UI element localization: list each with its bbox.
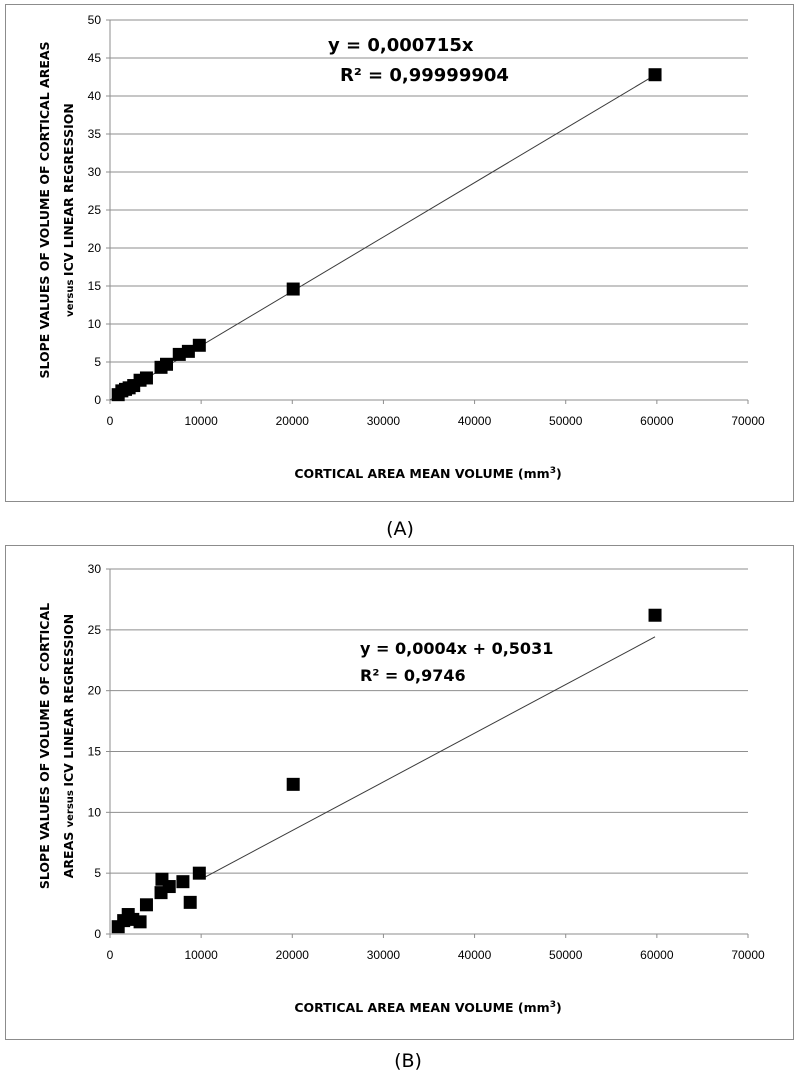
chart-a-x-tick-label: 40000 [458, 414, 492, 428]
chart-a-x-tick-label: 50000 [549, 414, 583, 428]
chart-a-frame [5, 4, 794, 502]
chart-a-x-tick-label: 10000 [184, 414, 218, 428]
chart-b-x-tick-label: 40000 [458, 948, 492, 962]
chart-a-r-squared: R² = 0,99999904 [340, 65, 509, 86]
chart-a-y-tick-label: 20 [88, 241, 102, 255]
chart-a-x-tick-label: 60000 [640, 414, 674, 428]
chart-b-y-tick-label: 25 [88, 623, 102, 637]
chart-b-data-point [162, 880, 176, 894]
chart-a-data-point [286, 282, 300, 296]
chart-b-x-axis-title: CORTICAL AREA MEAN VOLUME (mm3) [294, 1000, 561, 1015]
chart-b-trendline-equation: y = 0,0004x + 0,5031 [360, 639, 553, 658]
chart-b-y-tick-label: 30 [88, 562, 102, 576]
chart-b-data-point [139, 898, 153, 912]
chart-b-y-axis-title-line2: AREAS versus ICV LINEAR REGRESSION [61, 614, 76, 879]
chart-b-data-point [133, 915, 147, 929]
chart-a-y-tick-label: 45 [88, 51, 102, 65]
chart-a-x-axis-title: CORTICAL AREA MEAN VOLUME (mm3) [294, 466, 561, 481]
chart-a-data-point [648, 68, 662, 82]
chart-b-group: 0 5 10 15 20 25 30 0 10000 20000 30000 40000 50000 60… [37, 562, 765, 1015]
chart-b-x-tick-label: 20000 [276, 948, 310, 962]
chart-a-data-point [192, 338, 206, 352]
chart-a-y-tick-label: 5 [94, 355, 101, 369]
chart-a-y-axis-title-line2: versus ICV LINEAR REGRESSION [61, 103, 76, 317]
panel-a-caption: (A) [386, 518, 414, 540]
chart-a-x-tick-label: 30000 [367, 414, 401, 428]
chart-b-trendline [200, 636, 656, 880]
chart-a-y-tick-label: 25 [88, 203, 102, 217]
chart-a-group: 0 5 10 15 20 25 30 35 40 45 50 0 10000 20000 30000 4000… [37, 13, 765, 481]
chart-b-y-tick-label: 0 [94, 927, 101, 941]
chart-a-x-tick-label: 70000 [731, 414, 765, 428]
chart-a-y-tick-label: 0 [94, 393, 101, 407]
chart-a-x-tick-label: 0 [107, 414, 114, 428]
chart-a-y-tick-label: 40 [88, 89, 102, 103]
chart-b-y-tick-label: 5 [94, 866, 101, 880]
chart-a-y-tick-label: 50 [88, 13, 102, 27]
chart-b-x-tick-label: 50000 [549, 948, 583, 962]
chart-a-y-tick-label: 35 [88, 127, 102, 141]
chart-b-data-point [176, 875, 190, 889]
chart-a-data-point [181, 344, 195, 358]
chart-b-data-point [192, 866, 206, 880]
chart-b-data-point [286, 777, 300, 791]
chart-a-y-tick-label: 15 [88, 279, 102, 293]
chart-b-x-tick-label: 30000 [367, 948, 401, 962]
chart-b-x-tick-label: 70000 [731, 948, 765, 962]
chart-b-x-tick-label: 0 [107, 948, 114, 962]
chart-a-trendline-equation: y = 0,000715x [328, 35, 474, 56]
chart-a-data-point [139, 371, 153, 385]
chart-b-x-tick-label: 10000 [184, 948, 218, 962]
chart-b-y-axis-title-line1: SLOPE VALUES OF VOLUME OF CORTICAL [37, 603, 52, 889]
chart-b-r-squared: R² = 0,9746 [360, 666, 466, 685]
panel-b-caption: (B) [394, 1050, 422, 1072]
chart-a-y-tick-label: 10 [88, 317, 102, 331]
chart-a-x-tick-label: 20000 [276, 414, 310, 428]
chart-b-data-point [648, 608, 662, 622]
chart-b-y-tick-label: 10 [88, 805, 102, 819]
chart-b-data-point [183, 895, 197, 909]
chart-b-y-tick-label: 15 [88, 745, 102, 759]
chart-b-frame [5, 545, 794, 1040]
chart-b-y-tick-label: 20 [88, 684, 102, 698]
chart-a-y-axis-title-line1: SLOPE VALUES OF VOLUME OF CORTICAL AREAS [37, 41, 52, 378]
chart-a-data-point [160, 357, 174, 371]
chart-b-x-tick-label: 60000 [640, 948, 674, 962]
chart-a-y-tick-label: 30 [88, 165, 102, 179]
